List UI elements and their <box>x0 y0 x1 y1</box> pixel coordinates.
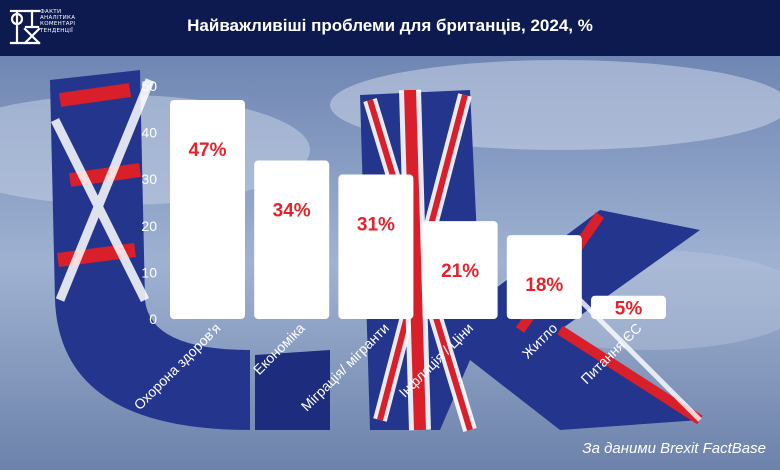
data-label: 5% <box>615 299 643 320</box>
logo-icon <box>9 9 41 45</box>
y-tick-label: 50 <box>141 78 157 94</box>
logo-line: ТЕНДЕНЦІЇ <box>40 27 74 34</box>
bar <box>254 160 330 319</box>
data-label: 34% <box>273 201 311 222</box>
header-bar: ФАКТИ АНАЛІТИКА КОМЕНТАРІ ТЕНДЕНЦІЇ Найв… <box>0 0 780 56</box>
data-label: 18% <box>525 275 563 296</box>
y-tick-label: 30 <box>141 171 157 187</box>
data-label: 31% <box>357 215 395 236</box>
source-note: За даними Brexit FactBase <box>582 440 766 457</box>
logo-line: КОМЕНТАРІ <box>40 21 76 28</box>
logo-line: ФАКТИ <box>40 9 62 15</box>
bar <box>422 221 498 319</box>
logo-wordmark: ФАКТИ АНАЛІТИКА КОМЕНТАРІ ТЕНДЕНЦІЇ <box>40 9 100 34</box>
chart-title: Найважливіші проблеми для британців, 202… <box>187 16 593 35</box>
logo-line: АНАЛІТИКА <box>40 15 76 22</box>
bar <box>591 295 666 319</box>
y-axis: 0 10 20 30 40 50 <box>141 78 157 327</box>
data-label: 21% <box>441 261 479 282</box>
y-tick-label: 0 <box>149 311 157 327</box>
bar <box>338 174 414 319</box>
data-label: 47% <box>188 140 226 161</box>
y-tick-label: 40 <box>141 125 157 141</box>
data-labels: 47% 34% 31% 21% 18% 5% <box>188 140 642 320</box>
bar <box>506 235 582 319</box>
y-tick-label: 20 <box>141 218 157 234</box>
bar <box>170 99 245 319</box>
bars <box>170 99 666 319</box>
y-tick-label: 10 <box>141 264 157 280</box>
